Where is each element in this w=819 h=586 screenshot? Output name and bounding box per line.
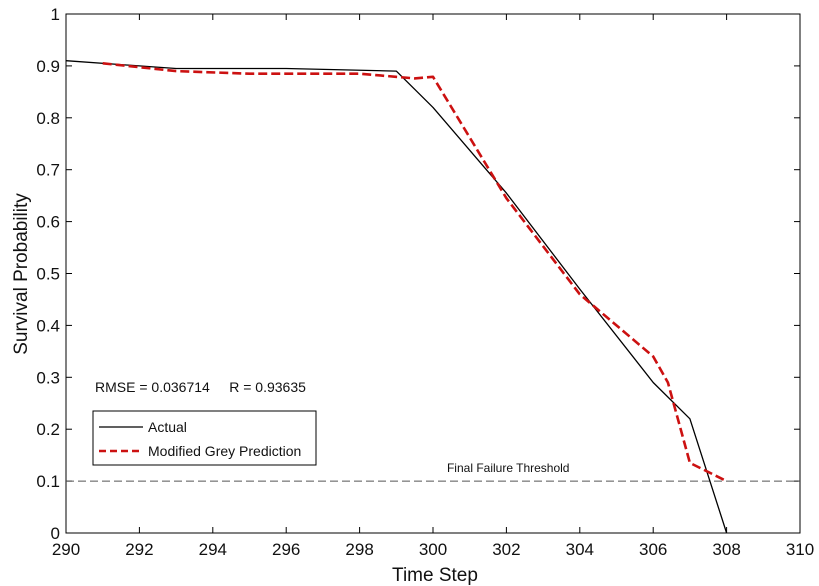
y-axis-title: Survival Probability	[11, 193, 32, 355]
x-tick-label: 308	[712, 540, 740, 559]
y-tick-label: 0.1	[36, 472, 60, 491]
legend-label-modified-grey-prediction: Modified Grey Prediction	[148, 443, 301, 459]
y-tick-label: 0	[51, 524, 60, 543]
series-group	[65, 60, 728, 534]
series-line-modified-grey-prediction	[102, 62, 728, 483]
x-tick-label: 296	[272, 540, 300, 559]
x-tick-label: 302	[492, 540, 520, 559]
x-tick-label: 306	[639, 540, 667, 559]
y-tick-label: 0.7	[36, 161, 60, 180]
rmse-annotation: RMSE = 0.036714 R = 0.93635	[95, 379, 306, 395]
x-tick-label: 310	[786, 540, 814, 559]
y-tick-label: 1	[51, 5, 60, 24]
y-tick-label: 0.6	[36, 213, 60, 232]
y-tick-label: 0.5	[36, 265, 60, 284]
legend: Actual Modified Grey Prediction	[92, 410, 317, 466]
x-tick-label: 298	[345, 540, 373, 559]
series-line-actual	[65, 60, 728, 534]
y-tick-label: 0.9	[36, 57, 60, 76]
legend-label-actual: Actual	[148, 419, 187, 435]
x-tick-label: 290	[52, 540, 80, 559]
x-axis-title: Time Step	[392, 565, 478, 586]
y-tick-label: 0.2	[36, 420, 60, 439]
axis-ticks: 290 292 294 296 298 300 302 304 306 308 310 0 0.1 0.2…	[36, 5, 814, 559]
y-tick-label: 0.8	[36, 109, 60, 128]
x-tick-label: 292	[125, 540, 153, 559]
y-tick-label: 0.4	[36, 316, 60, 335]
final-failure-threshold-label: Final Failure Threshold	[447, 461, 570, 475]
x-tick-label: 300	[419, 540, 447, 559]
y-tick-label: 0.3	[36, 368, 60, 387]
x-tick-label: 304	[566, 540, 594, 559]
x-tick-label: 294	[199, 540, 227, 559]
legend-box	[92, 410, 317, 466]
threshold-group: Final Failure Threshold	[66, 461, 800, 482]
